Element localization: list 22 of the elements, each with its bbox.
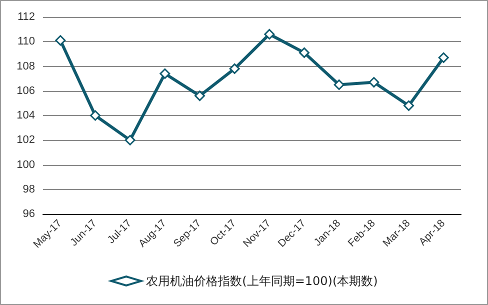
point [124,134,136,146]
point [55,35,66,46]
point [229,63,240,74]
point [194,90,205,102]
point [438,52,449,63]
point [404,100,414,111]
y-tick-label: 112 [17,11,35,23]
point [264,28,275,40]
legend-label: 农用机油价格指数(上年同期=100)(本期数) [146,274,378,288]
y-tick-label: 102 [16,134,35,146]
point [299,47,310,58]
y-tick-label: 96 [22,208,35,220]
y-tick-label: 106 [16,84,35,97]
point [90,110,100,121]
point [160,68,170,79]
y-tick-label: 108 [16,60,35,72]
point [334,79,344,90]
y-tick-label: 100 [16,158,35,171]
y-tick-label: 98 [22,183,35,196]
point [368,77,380,88]
y-tick-label: 104 [16,110,35,122]
y-tick-label: 110 [17,36,35,48]
